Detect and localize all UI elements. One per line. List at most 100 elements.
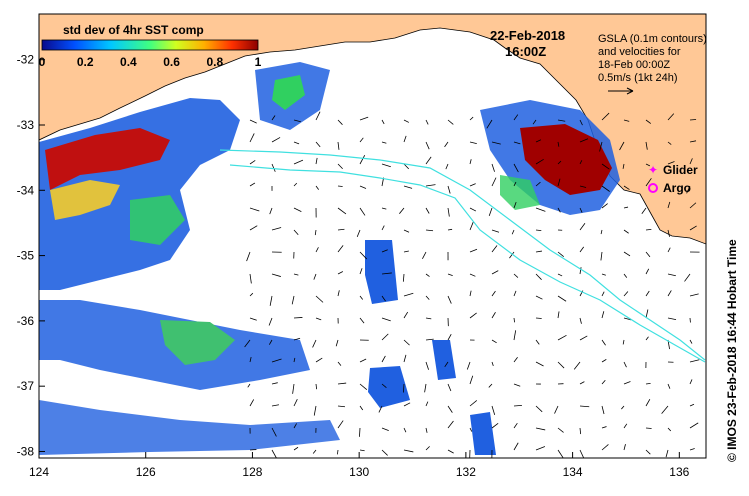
- velocity-arrow: [312, 339, 317, 348]
- velocity-arrow: [447, 207, 450, 217]
- argo-label: Argo: [663, 181, 691, 195]
- velocity-arrow: [513, 114, 519, 121]
- velocity-arrow: [447, 228, 453, 231]
- velocity-arrow: [513, 422, 518, 429]
- velocity-arrow: [381, 163, 391, 168]
- velocity-arrow: [403, 135, 407, 143]
- velocity-arrow: [293, 119, 301, 123]
- velocity-arrow: [645, 290, 650, 297]
- velocity-arrow: [249, 273, 252, 284]
- velocity-arrow: [469, 141, 477, 145]
- velocity-arrow: [381, 225, 385, 231]
- velocity-arrow: [359, 251, 368, 260]
- velocity-arrow: [491, 163, 495, 172]
- velocity-arrow: [425, 273, 430, 277]
- velocity-arrow: [315, 141, 321, 148]
- velocity-arrow: [623, 381, 631, 385]
- velocity-arrow: [689, 379, 693, 385]
- velocity-arrow: [381, 317, 391, 322]
- sst-patch-east-green: [500, 175, 540, 210]
- x-axis-ticks: 124 126 128 130 132 134 136: [29, 452, 690, 479]
- velocity-arrow: [249, 207, 260, 212]
- velocity-arrow: [292, 383, 295, 394]
- velocity-arrow: [491, 290, 496, 297]
- velocity-arrow: [513, 330, 517, 341]
- sst-patch-west-warm: [50, 180, 120, 220]
- velocity-arrow: [403, 427, 407, 433]
- velocity-arrow: [535, 158, 544, 165]
- velocity-arrow: [645, 336, 649, 341]
- velocity-arrow: [488, 207, 493, 216]
- colorbar-ticks: 0 0.2 0.4 0.6 0.8 1: [39, 55, 262, 69]
- velocity-arrow: [469, 248, 478, 253]
- velocity-arrow: [403, 402, 411, 407]
- velocity-arrow: [425, 119, 429, 125]
- velocity-arrow: [535, 229, 542, 231]
- velocity-arrow: [381, 355, 386, 363]
- velocity-arrow: [315, 295, 324, 303]
- velocity-arrow: [425, 207, 430, 214]
- velocity-arrow: [623, 291, 629, 297]
- glider-tracks: [219, 149, 706, 363]
- velocity-arrow: [269, 295, 273, 306]
- velocity-arrow: [335, 339, 339, 347]
- y-tick-label: -34: [17, 183, 35, 197]
- velocity-arrow: [293, 159, 304, 165]
- gsla-line-3: 18-Feb 00:00Z: [598, 59, 670, 71]
- velocity-arrow: [557, 207, 561, 213]
- velocity-arrow: [601, 339, 606, 346]
- velocity-arrow: [579, 246, 585, 253]
- velocity-arrow: [313, 405, 317, 416]
- velocity-arrow: [513, 442, 519, 451]
- velocity-arrow: [271, 227, 282, 231]
- velocity-arrow: [513, 290, 517, 297]
- velocity-arrow: [535, 207, 546, 212]
- velocity-arrow: [403, 383, 405, 393]
- velocity-arrow: [337, 141, 340, 150]
- velocity-arrow: [601, 163, 610, 170]
- velocity-arrow: [293, 317, 303, 319]
- velocity-arrow: [249, 317, 257, 321]
- velocity-arrow: [447, 119, 454, 125]
- velocity-arrow: [313, 273, 317, 280]
- sst-patch-mid-2: [368, 366, 410, 408]
- colorbar-tick-label: 0.6: [163, 55, 180, 69]
- velocity-arrow: [557, 295, 567, 302]
- velocity-arrow: [469, 116, 474, 121]
- velocity-arrow: [469, 312, 477, 319]
- velocity-arrow: [359, 427, 361, 437]
- velocity-arrow: [557, 178, 561, 187]
- velocity-arrow: [623, 444, 626, 451]
- velocity-arrow: [249, 356, 252, 363]
- velocity-arrow: [488, 383, 493, 388]
- velocity-arrow: [623, 119, 630, 122]
- velocity-arrow: [378, 405, 383, 413]
- velocity-arrow: [689, 158, 693, 165]
- velocity-arrow: [623, 423, 628, 429]
- velocity-arrow: [601, 426, 607, 429]
- sst-patch-north-green: [272, 75, 305, 110]
- velocity-arrow: [466, 361, 471, 370]
- velocity-arrow: [247, 383, 251, 388]
- velocity-arrow: [381, 295, 386, 302]
- velocity-arrow: [667, 161, 675, 165]
- colorbar-tick-label: 0.4: [120, 55, 137, 69]
- velocity-arrow: [579, 160, 583, 165]
- velocity-arrow: [425, 427, 428, 433]
- credit-label: © IMOS 23-Feb-2018 16:44 Hobart Time: [725, 239, 739, 462]
- velocity-arrow: [579, 427, 582, 435]
- velocity-arrow: [469, 273, 476, 277]
- velocity-arrow: [244, 339, 251, 348]
- argo-marker-icon: [648, 183, 658, 193]
- velocity-arrow: [293, 273, 299, 276]
- velocity-arrow: [424, 383, 427, 393]
- velocity-arrow: [425, 317, 432, 320]
- velocity-arrow: [513, 317, 515, 323]
- velocity-arrow: [689, 422, 699, 429]
- x-tick-label: 128: [242, 465, 262, 479]
- velocity-arrow: [535, 361, 544, 367]
- velocity-arrow: [557, 449, 564, 458]
- gsla-line-1: GSLA (0.1m contours): [598, 33, 707, 45]
- velocity-arrow: [271, 404, 280, 407]
